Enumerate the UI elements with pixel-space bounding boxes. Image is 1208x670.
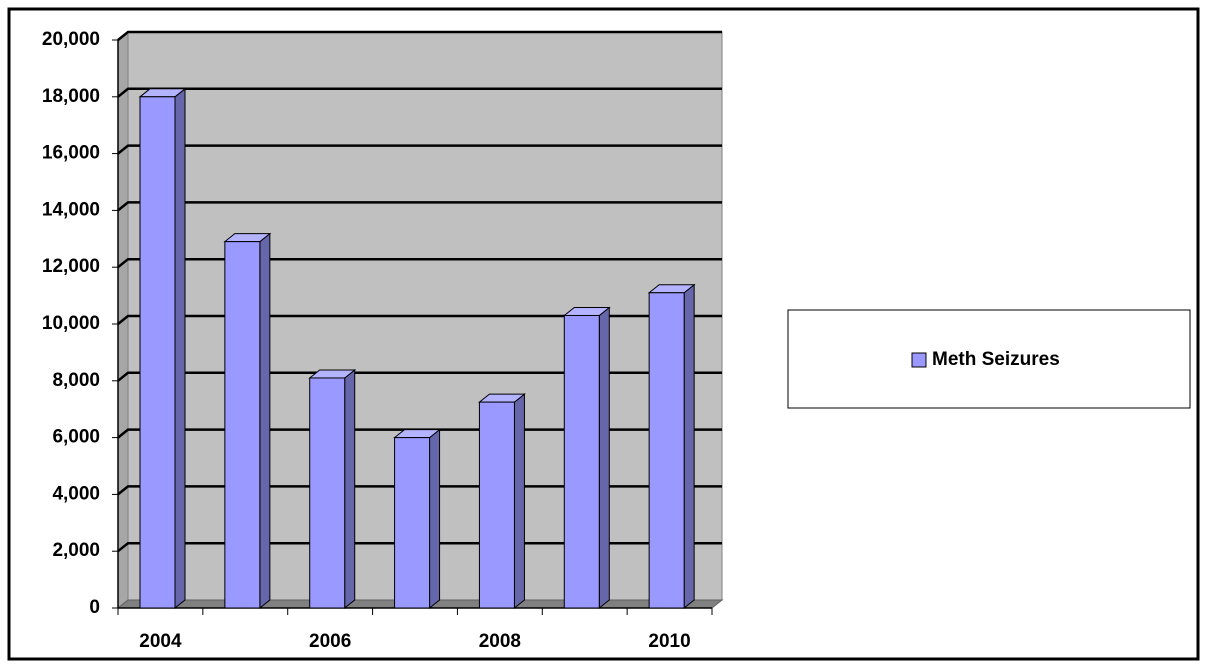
bar — [562, 306, 611, 610]
y-tick-label: 8,000 — [52, 370, 100, 391]
bar — [223, 232, 272, 610]
bar-front — [224, 241, 261, 609]
y-tick-label: 10,000 — [42, 313, 100, 334]
bar-side — [598, 306, 610, 610]
x-tick-label: 2008 — [479, 631, 521, 652]
legend — [787, 309, 1191, 409]
bar-side — [174, 87, 186, 610]
grid-line — [117, 257, 722, 269]
y-tick-label: 20,000 — [42, 29, 100, 50]
legend-label: Meth Seizures — [932, 349, 1060, 370]
y-tick-label: 4,000 — [52, 483, 100, 504]
bar-front — [478, 401, 515, 609]
y-tick-label: 14,000 — [42, 199, 100, 220]
y-tick-label: 2,000 — [52, 540, 100, 561]
bar-side — [513, 393, 525, 610]
bar — [138, 87, 187, 610]
x-tick-label: 2004 — [139, 631, 182, 652]
legend-swatch — [911, 352, 927, 368]
bar-front — [139, 96, 176, 609]
grid-line — [117, 201, 722, 212]
grid-line — [117, 30, 722, 41]
bar — [308, 368, 357, 610]
bar — [478, 393, 526, 610]
bar — [647, 283, 696, 610]
grid-line — [117, 144, 722, 155]
bar-side — [259, 232, 271, 610]
y-tick-label: 18,000 — [42, 86, 100, 107]
y-tick-label: 16,000 — [42, 143, 100, 164]
bar-front — [648, 292, 685, 609]
bar — [393, 428, 441, 610]
bar-front — [394, 437, 431, 609]
y-tick-label: 0 — [89, 597, 100, 618]
grid-line — [117, 371, 722, 382]
y-tick-label: 6,000 — [52, 427, 100, 448]
bar-side — [344, 368, 356, 610]
grid-line — [117, 87, 722, 98]
x-tick-label: 2006 — [309, 631, 351, 652]
bar-front — [563, 314, 600, 609]
bar-front — [309, 377, 346, 609]
bar-side — [429, 428, 441, 610]
y-tick-label: 12,000 — [42, 256, 100, 277]
x-tick-label: 2010 — [648, 631, 690, 652]
bar-side — [683, 283, 695, 610]
grid-line — [117, 314, 722, 325]
